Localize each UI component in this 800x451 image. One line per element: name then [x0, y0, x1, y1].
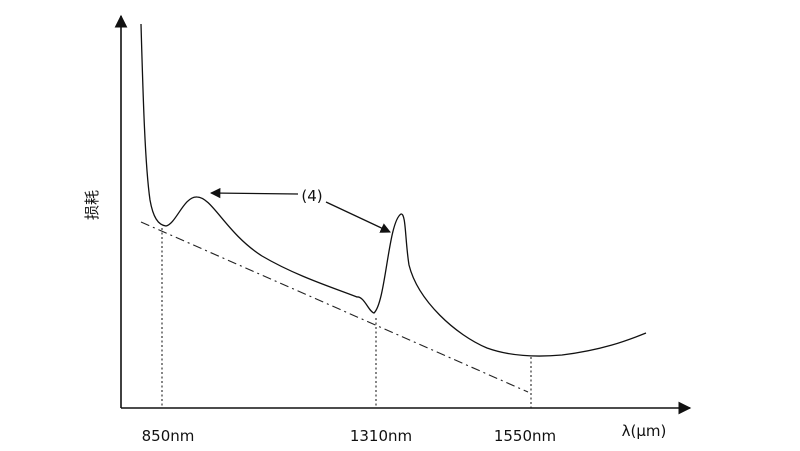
baseline-dashdot — [140, 221, 529, 393]
x-axis-label: λ(μm) — [622, 422, 667, 440]
x-tick-850nm: 850nm — [142, 427, 195, 445]
y-axis-label: 损耗 — [83, 190, 101, 220]
annotation-label: (4) — [301, 187, 322, 205]
x-tick-1310nm: 1310nm — [350, 427, 412, 445]
annotation-pointer-right — [325, 201, 391, 233]
annotation-pointer-left — [209, 187, 299, 199]
loss-curve — [140, 23, 647, 357]
x-tick-1550nm: 1550nm — [494, 427, 556, 445]
